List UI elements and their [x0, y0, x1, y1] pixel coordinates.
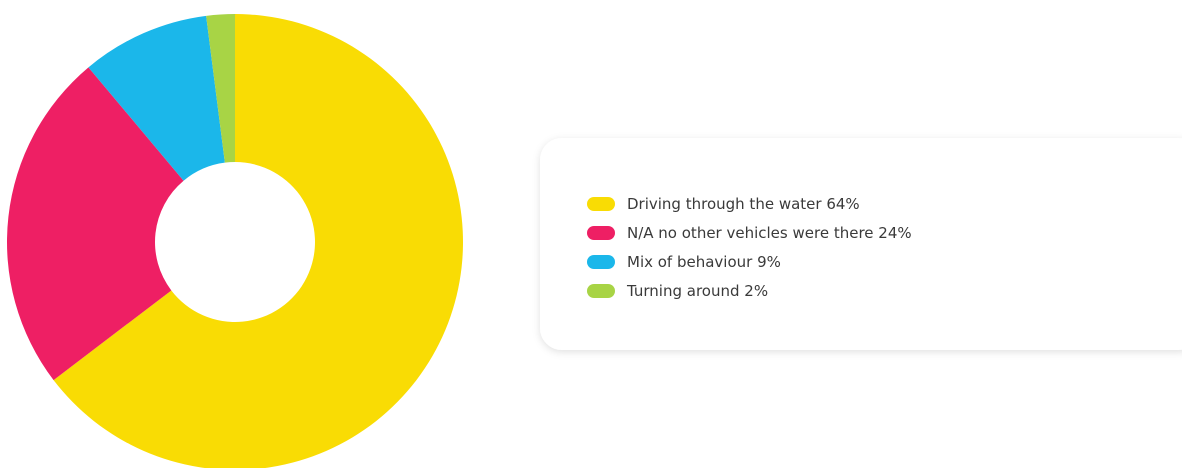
- legend-label: Driving through the water 64%: [627, 195, 860, 213]
- legend-name: Mix of behaviour: [627, 253, 753, 271]
- legend-card: [540, 138, 1182, 350]
- legend-value: 24%: [878, 224, 911, 242]
- legend-label: Turning around 2%: [626, 282, 768, 300]
- legend-swatch: [587, 197, 615, 211]
- legend-label: Mix of behaviour 9%: [627, 253, 781, 271]
- legend-swatch: [587, 226, 615, 240]
- legend-name: N/A no other vehicles were there: [627, 224, 874, 242]
- legend-name: Turning around: [626, 282, 740, 300]
- donut-slice: [6, 67, 184, 381]
- legend-swatch: [587, 255, 615, 269]
- donut-slice: [88, 15, 225, 181]
- legend: Driving through the water 64% N/A no othe…: [587, 195, 912, 300]
- legend-label: N/A no other vehicles were there 24%: [627, 224, 912, 242]
- donut-slice: [206, 14, 235, 163]
- legend-value: 2%: [744, 282, 768, 300]
- legend-name: Driving through the water: [627, 195, 822, 213]
- legend-value: 64%: [826, 195, 859, 213]
- donut: [6, 14, 463, 468]
- legend-swatch: [587, 284, 615, 298]
- donut-slice: [53, 14, 463, 468]
- legend-value: 9%: [757, 253, 781, 271]
